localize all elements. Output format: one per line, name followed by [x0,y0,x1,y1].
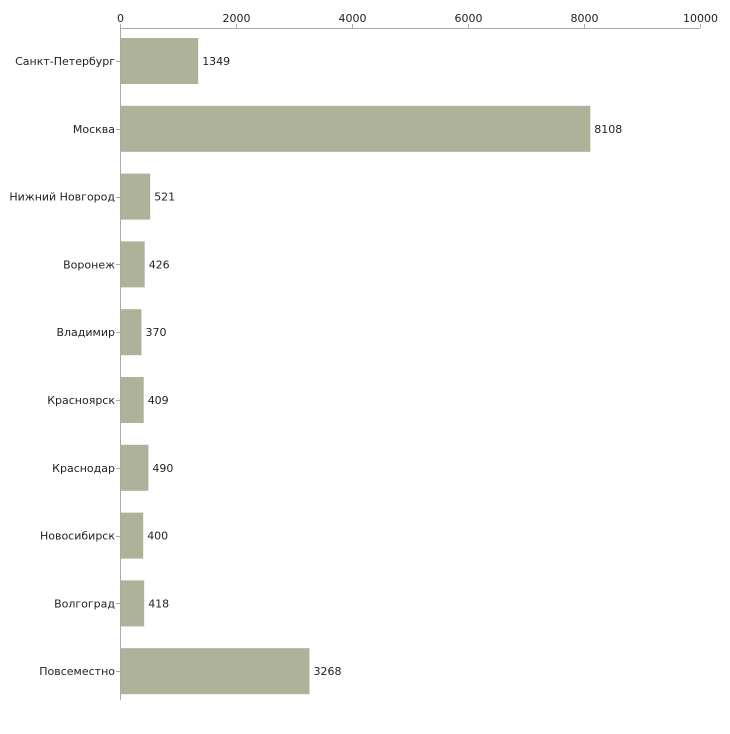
x-tick-label: 6000 [455,12,483,25]
value-label: 426 [149,258,170,271]
x-tick-label: 0 [117,12,124,25]
category-label: Новосибирск [40,530,115,543]
value-label: 418 [148,597,169,610]
category-label: Красноярск [47,394,115,407]
bar [121,105,591,152]
x-tick-label: 2000 [223,12,251,25]
bar [121,444,149,491]
value-label: 370 [146,326,167,339]
category-labels: Санкт-Петербург Москва Нижний Новгород Воро… [9,55,120,678]
category-label: Москва [73,123,115,136]
bar [121,648,310,695]
x-tick-label: 10000 [683,12,718,25]
value-label: 400 [147,530,168,543]
category-label: Повсеместно [39,665,115,678]
category-label: Владимир [56,326,115,339]
bar [121,241,145,288]
value-label: 521 [154,191,175,204]
bar [121,38,199,84]
x-tick-label: 8000 [571,12,599,25]
category-label: Краснодар [52,462,115,475]
value-label: 8108 [594,123,622,136]
x-tick-label: 4000 [339,12,367,25]
value-label: 409 [148,394,169,407]
category-label: Волгоград [54,597,115,610]
value-label: 490 [152,462,173,475]
value-label: 1349 [202,55,230,68]
bar [121,173,151,220]
category-label: Санкт-Петербург [15,55,115,68]
category-label: Нижний Новгород [9,191,115,204]
category-label: Воронеж [63,258,115,271]
bar-group [121,38,591,695]
value-label: 3268 [314,665,342,678]
bar [121,309,142,356]
bar [121,377,144,423]
bar [121,512,144,559]
x-axis-ticks: 0 2000 4000 6000 8000 10000 [117,12,718,28]
value-labels: 1349 8108 521 426 370 409 490 400 418 3268 [146,55,623,678]
bar [121,580,145,627]
